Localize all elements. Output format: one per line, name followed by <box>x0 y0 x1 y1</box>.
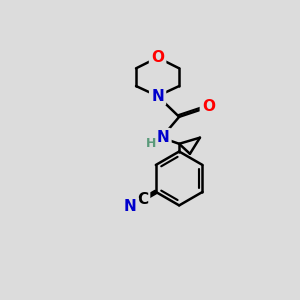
Text: H: H <box>146 137 156 150</box>
Text: C: C <box>137 192 148 207</box>
Text: N: N <box>124 199 137 214</box>
Text: O: O <box>151 50 164 65</box>
Text: N: N <box>157 130 169 145</box>
Text: O: O <box>202 99 215 114</box>
Text: N: N <box>151 88 164 104</box>
